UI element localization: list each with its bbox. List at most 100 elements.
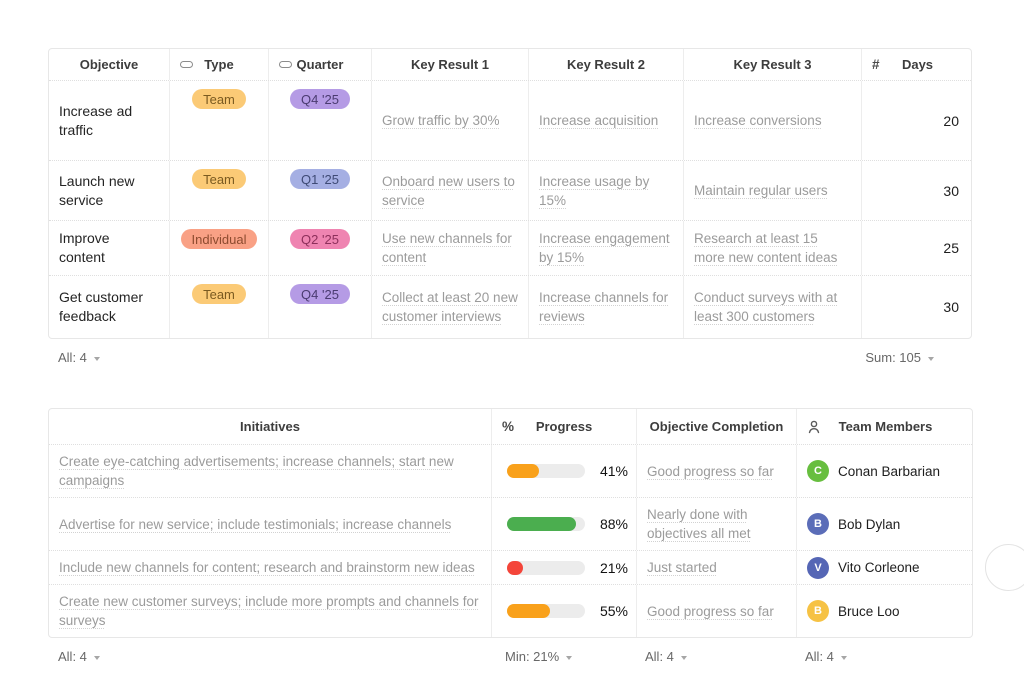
days-cell[interactable]: 20 [861, 81, 973, 160]
column-header-quarter[interactable]: Quarter [268, 49, 371, 80]
kr2-cell[interactable]: Increase usage by 15% [528, 161, 683, 220]
okr-row-4[interactable]: Get customer feedback Team Q4 '25 Collec… [49, 275, 971, 338]
completion-text: Just started [647, 560, 717, 575]
type-cell[interactable]: Team [169, 161, 268, 220]
team-member-cell[interactable]: V Vito Corleone [796, 551, 974, 584]
kr3-cell[interactable]: Research at least 15 more new content id… [683, 221, 861, 275]
initiative-row-2[interactable]: Advertise for new service; include testi… [49, 497, 972, 550]
quarter-badge[interactable]: Q2 '25 [290, 229, 350, 249]
okr-row-2[interactable]: Launch new service Team Q1 '25 Onboard n… [49, 160, 971, 220]
objective-cell[interactable]: Get customer feedback [49, 276, 169, 338]
quarter-cell[interactable]: Q1 '25 [268, 161, 371, 220]
initiative-text: Advertise for new service; include testi… [59, 516, 452, 532]
kr1-cell[interactable]: Onboard new users to service [371, 161, 528, 220]
column-header-objective[interactable]: Objective [49, 49, 169, 80]
kr3-cell[interactable]: Conduct surveys with at least 300 custom… [683, 276, 861, 338]
completion-text: Good progress so far [647, 603, 774, 619]
initiative-row-4[interactable]: Create new customer surveys; include mor… [49, 584, 972, 637]
type-cell[interactable]: Team [169, 276, 268, 338]
initiative-row-1[interactable]: Create eye-catching advertisements; incr… [49, 444, 972, 497]
avatar: B [807, 513, 829, 535]
initiative-cell[interactable]: Advertise for new service; include testi… [49, 498, 491, 550]
column-header-initiatives[interactable]: Initiatives [49, 409, 491, 444]
completion-cell[interactable]: Good progress so far [636, 445, 796, 497]
type-badge[interactable]: Team [192, 169, 246, 189]
completion-cell[interactable]: Nearly done with objectives all met [636, 498, 796, 550]
kr1-cell[interactable]: Collect at least 20 new customer intervi… [371, 276, 528, 338]
objective-cell[interactable]: Launch new service [49, 161, 169, 220]
column-header-completion[interactable]: Objective Completion [636, 409, 796, 444]
completion-count-aggregate[interactable]: All: 4 [645, 649, 687, 664]
progress-bar-fill [507, 517, 576, 531]
days-sum-aggregate[interactable]: Sum: 105 [865, 350, 934, 365]
progress-bar-track [507, 560, 585, 575]
days-header-label: Days [901, 57, 934, 72]
team-member-cell[interactable]: C Conan Barbarian [796, 445, 974, 497]
column-header-kr2[interactable]: Key Result 2 [528, 49, 683, 80]
column-header-progress[interactable]: % Progress [491, 409, 636, 444]
kr3-cell[interactable]: Increase conversions [683, 81, 861, 160]
avatar: B [807, 600, 829, 622]
kr2-cell[interactable]: Increase engagement by 15% [528, 221, 683, 275]
kr2-cell[interactable]: Increase channels for reviews [528, 276, 683, 338]
kr3-cell[interactable]: Maintain regular users [683, 161, 861, 220]
team-count-aggregate[interactable]: All: 4 [805, 649, 847, 664]
quarter-cell[interactable]: Q2 '25 [268, 221, 371, 275]
okr-row-3[interactable]: Improve content Individual Q2 '25 Use ne… [49, 220, 971, 275]
progress-min-label: Min: 21% [505, 649, 560, 664]
initiative-cell[interactable]: Create eye-catching advertisements; incr… [49, 445, 491, 497]
kr1-cell[interactable]: Grow traffic by 30% [371, 81, 528, 160]
column-header-kr3[interactable]: Key Result 3 [683, 49, 861, 80]
objective-cell[interactable]: Increase ad traffic [49, 81, 169, 160]
progress-min-aggregate[interactable]: Min: 21% [505, 649, 573, 664]
okr-table-footer: All: 4 Sum: 105 [48, 339, 972, 376]
number-field-icon: # [872, 57, 880, 72]
initiative-cell[interactable]: Create new customer surveys; include mor… [49, 585, 491, 637]
completion-cell[interactable]: Just started [636, 551, 796, 584]
team-member-cell[interactable]: B Bob Dylan [796, 498, 974, 550]
quarter-badge[interactable]: Q1 '25 [290, 169, 350, 189]
days-sum-label: Sum: 105 [865, 350, 921, 365]
quarter-cell[interactable]: Q4 '25 [268, 81, 371, 160]
initiatives-count-aggregate[interactable]: All: 4 [58, 649, 100, 664]
days-cell[interactable]: 30 [861, 161, 973, 220]
team-member-cell[interactable]: B Bruce Loo [796, 585, 974, 637]
type-badge[interactable]: Individual [180, 229, 258, 249]
initiatives-header-label: Initiatives [240, 419, 300, 434]
quarter-badge[interactable]: Q4 '25 [290, 284, 350, 304]
quarter-badge[interactable]: Q4 '25 [290, 89, 350, 109]
kr1-cell[interactable]: Use new channels for content [371, 221, 528, 275]
progress-cell[interactable]: 21% [491, 551, 636, 584]
column-header-team[interactable]: Team Members [796, 409, 974, 444]
objective-cell[interactable]: Improve content [49, 221, 169, 275]
days-cell[interactable]: 25 [861, 221, 973, 275]
objective-text: Increase ad traffic [59, 102, 133, 138]
progress-value: 21% [599, 559, 628, 576]
kr1-header-label: Key Result 1 [410, 57, 490, 72]
completion-cell[interactable]: Good progress so far [636, 585, 796, 637]
kr2-cell[interactable]: Increase acquisition [528, 81, 683, 160]
type-badge[interactable]: Team [192, 89, 246, 109]
type-cell[interactable]: Team [169, 81, 268, 160]
column-header-kr1[interactable]: Key Result 1 [371, 49, 528, 80]
type-badge[interactable]: Team [192, 284, 246, 304]
progress-cell[interactable]: 88% [491, 498, 636, 550]
column-header-days[interactable]: # Days [861, 49, 973, 80]
quarter-cell[interactable]: Q4 '25 [268, 276, 371, 338]
kr3-header-label: Key Result 3 [733, 57, 812, 72]
progress-bar-fill [507, 604, 550, 618]
row-count-aggregate[interactable]: All: 4 [58, 350, 100, 365]
kr3-text: Increase conversions [694, 113, 822, 128]
initiative-cell[interactable]: Include new channels for content; resear… [49, 551, 491, 584]
initiative-row-3[interactable]: Include new channels for content; resear… [49, 550, 972, 584]
progress-cell[interactable]: 55% [491, 585, 636, 637]
days-cell[interactable]: 30 [861, 276, 973, 338]
type-cell[interactable]: Individual [169, 221, 268, 275]
kr3-text: Research at least 15 more new content id… [694, 231, 838, 265]
column-header-type[interactable]: Type [169, 49, 268, 80]
member-name: Vito Corleone [838, 560, 920, 575]
initiatives-table-block: Initiatives % Progress Objective Complet… [48, 408, 973, 675]
progress-cell[interactable]: 41% [491, 445, 636, 497]
okr-row-1[interactable]: Increase ad traffic Team Q4 '25 Grow tra… [49, 80, 971, 160]
progress-value: 88% [599, 516, 628, 532]
